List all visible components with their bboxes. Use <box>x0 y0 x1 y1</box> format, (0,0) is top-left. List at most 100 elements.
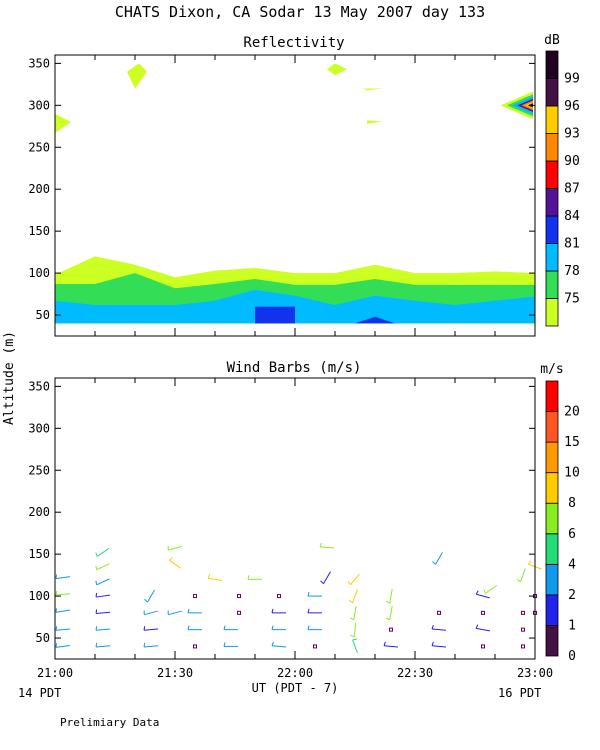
wind-barb-feather <box>55 626 58 631</box>
calm-marker <box>193 644 197 649</box>
wind-barb-feather <box>271 608 274 613</box>
refl-colorbar-swatch <box>545 133 559 162</box>
wind-barb-feather <box>223 625 226 630</box>
reflectivity-patch-1 <box>355 316 395 324</box>
wind-barb-feather <box>307 625 310 630</box>
calm-marker <box>237 610 241 615</box>
wind-barb-shaft <box>168 545 182 551</box>
footnote: Prelimiary Data <box>60 716 159 729</box>
wind-barb-feather <box>307 608 310 613</box>
wind-barb-shaft <box>271 645 287 648</box>
wind-barbs <box>55 542 542 654</box>
wind-barb-feather <box>307 591 310 597</box>
refl-colorbar-swatch <box>545 243 559 272</box>
calm-marker <box>481 644 485 649</box>
wind-barb-shaft <box>96 548 110 557</box>
refl-colorbar-label: 81 <box>564 237 580 252</box>
wind-barb-shaft <box>484 584 498 594</box>
wind-barb-shaft <box>520 568 526 582</box>
wind-ytick-label: 50 <box>36 631 50 645</box>
wind-barb-feather <box>349 617 354 621</box>
refl-colorbar-swatch <box>545 270 559 299</box>
wind-barb-shaft <box>143 645 159 648</box>
reflectivity-patch-6 <box>367 120 383 124</box>
reflectivity-title: Reflectivity <box>243 35 344 51</box>
calm-marker <box>521 610 525 615</box>
refl-colorbar-swatch <box>545 105 559 134</box>
wind-barb-shaft <box>352 639 358 654</box>
calm-marker <box>193 594 197 599</box>
wind-barb-feather <box>347 581 351 585</box>
wind-barb-feather <box>385 600 390 604</box>
reflectivity-patch-0 <box>255 306 295 324</box>
wind-barb-feather <box>348 599 353 604</box>
wind-barb-feather <box>168 557 173 561</box>
wind-colorbar-swatch <box>545 502 559 535</box>
wind-barb-shaft <box>96 578 110 586</box>
wind-barb-shaft <box>168 610 182 616</box>
wind-barb-feather <box>385 617 390 621</box>
wind-barb-feather <box>95 552 98 557</box>
calm-marker <box>521 644 525 649</box>
reflectivity-patch-4 <box>327 63 347 76</box>
wind-barb-shaft <box>55 628 71 631</box>
wind-barb-shaft <box>476 593 490 599</box>
wind-barb-feather <box>516 578 521 583</box>
x-tick-label: 21:00 <box>37 666 73 680</box>
wind-colorbar-unit: m/s <box>540 362 563 377</box>
wind-barb-feather <box>475 624 479 629</box>
wind-colorbar-swatch <box>545 380 559 412</box>
wind-ytick-label: 200 <box>28 505 50 519</box>
refl-ytick-label: 200 <box>28 182 50 196</box>
wind-ytick-label: 150 <box>28 547 50 561</box>
refl-colorbar-swatch <box>545 298 559 327</box>
wind-barb-feather <box>187 625 190 630</box>
wind-colorbar-label: 15 <box>564 435 580 450</box>
wind-ytick-label: 250 <box>28 463 50 477</box>
refl-ytick-label: 350 <box>28 56 50 70</box>
wind-colorbar-swatch <box>545 441 559 474</box>
wind-barb-shaft <box>96 563 110 571</box>
wind-colorbar-swatch <box>545 411 559 443</box>
wind-barb-shaft <box>95 628 111 631</box>
wind-colorbar-swatch <box>545 594 559 626</box>
wind-colorbar-label: 6 <box>568 527 576 542</box>
wind-barb-shaft <box>352 589 358 603</box>
wind-barb-feather <box>271 625 274 630</box>
wind-barb-feather <box>95 609 98 614</box>
wind-barb-feather <box>319 542 322 547</box>
wind-barb-shaft <box>383 645 399 648</box>
x-tick-labels: 21:00 21:30 22:00 22:30 23:00 <box>37 666 553 680</box>
wind-ytick-label: 100 <box>28 589 50 603</box>
wind-barb-shaft <box>143 628 159 631</box>
wind-barb-feather <box>383 641 386 646</box>
wind-barb-feather <box>431 624 434 630</box>
x-left-sub-label: 14 PDT <box>18 686 61 700</box>
wind-barb-feather <box>143 642 146 648</box>
refl-colorbar-label: 87 <box>564 182 580 197</box>
wind-colorbar-swatch <box>545 472 559 504</box>
wind-barb-feather <box>350 634 355 638</box>
refl-colorbar-label: 75 <box>564 292 580 307</box>
wind-ytick-label: 300 <box>28 421 50 435</box>
refl-colorbar-swatch <box>545 78 559 107</box>
wind-barb-feather <box>95 642 98 648</box>
y-axis-label: Altitude (m) <box>2 331 17 425</box>
wind-barb-feather <box>95 580 98 585</box>
wind-barb-feather <box>431 641 434 646</box>
refl-ytick-label: 300 <box>28 98 50 112</box>
wind-barb-shaft <box>353 622 357 637</box>
wind-barb-feather <box>223 642 226 647</box>
calm-marker <box>389 627 393 632</box>
wind-colorbar-label: 10 <box>564 466 580 481</box>
refl-colorbar-label: 96 <box>564 99 580 114</box>
refl-ytick-label: 100 <box>28 266 50 280</box>
x-right-sub-label: 16 PDT <box>498 686 541 700</box>
reflectivity-patch-2 <box>55 113 71 134</box>
wind-barb-feather <box>144 598 148 603</box>
refl-colorbar-swatch <box>545 50 559 79</box>
wind-colorbar-swatch <box>545 533 559 565</box>
x-tick-label: 23:00 <box>517 666 553 680</box>
